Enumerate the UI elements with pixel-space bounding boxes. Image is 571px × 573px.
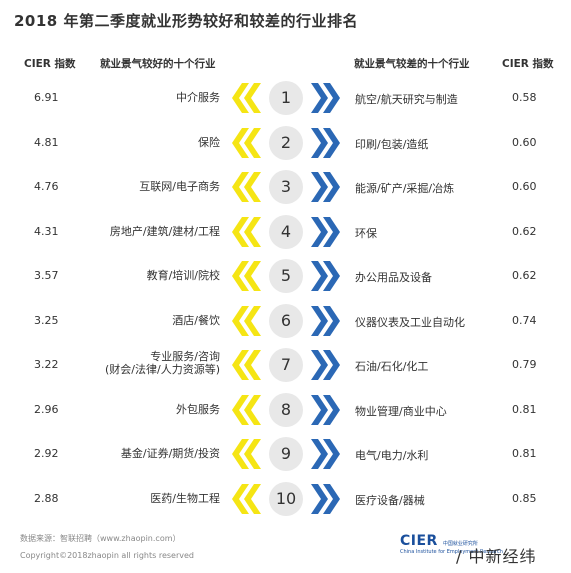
ranking-row: 4.76 互联网/电子商务 3 能源/矿产/采掘/冶炼 0.60: [0, 166, 571, 210]
bad-cier-index: 0.60: [512, 135, 537, 149]
bad-cier-index: 0.58: [512, 91, 537, 104]
yellow-chevron-left-icon: [232, 350, 261, 380]
bad-cier-index: 0.62: [512, 224, 537, 238]
yellow-chevron-left-icon: [232, 394, 261, 425]
bad-cier-index: 0.74: [512, 313, 537, 327]
bad-industry-name: 仪器仪表及工业自动化: [355, 315, 465, 329]
good-cier-index: 2.96: [34, 402, 59, 416]
rank-badge: 9: [269, 437, 303, 471]
rank-badge: 6: [269, 303, 303, 338]
blue-chevron-right-icon: [311, 172, 340, 202]
ranking-row: 6.91 中介服务 1 航空/航天研究与制造 0.58: [0, 77, 571, 121]
yellow-chevron-left-icon: [232, 216, 261, 247]
blue-chevron-right-icon: [311, 305, 340, 336]
rank-badge: 7: [269, 348, 303, 382]
yellow-chevron-left-icon: [232, 439, 261, 469]
yellow-chevron-left-icon: [232, 261, 261, 291]
blue-chevron-right-icon: [311, 439, 340, 469]
good-industry-name: 医药/生物工程: [150, 491, 220, 505]
bad-cier-index: 0.81: [512, 402, 537, 416]
blue-chevron-right-icon: [311, 394, 340, 425]
rank-badge: 10: [269, 481, 303, 516]
copyright: Copyright©2018zhaopin all rights reserve…: [20, 551, 194, 560]
good-industry-name: 酒店/餐饮: [172, 313, 220, 327]
bad-cier-index: 0.85: [512, 491, 537, 505]
bad-industry-name: 环保: [355, 226, 377, 240]
cier-logo-tagline: China Institute for Employment Research: [400, 549, 503, 555]
rank-badge: 5: [269, 259, 303, 293]
ranking-row: 3.25 酒店/餐饮 6 仪器仪表及工业自动化 0.74: [0, 300, 571, 344]
bad-industry-name: 医疗设备/器械: [355, 493, 425, 507]
ranking-row: 4.81 保险 2 印刷/包装/造纸 0.60: [0, 122, 571, 166]
header-cier-index-right: CIER 指数: [502, 58, 554, 70]
ranking-row: 2.96 外包服务 8 物业管理/商业中心 0.81: [0, 389, 571, 433]
good-cier-index: 2.92: [34, 447, 59, 460]
yellow-chevron-left-icon: [232, 172, 261, 202]
ranking-row: 2.92 基金/证券/期货/投资 9 电气/电力/水利 0.81: [0, 433, 571, 477]
good-cier-index: 2.88: [34, 491, 59, 505]
bad-industry-name: 办公用品及设备: [355, 271, 432, 284]
good-cier-index: 3.25: [34, 313, 59, 327]
ranking-row: 3.57 教育/培训/院校 5 办公用品及设备 0.62: [0, 255, 571, 299]
blue-chevron-right-icon: [311, 216, 340, 247]
bad-industry-name: 航空/航天研究与制造: [355, 93, 458, 106]
header-cier-index-left: CIER 指数: [24, 58, 76, 70]
good-industry-name: 房地产/建筑/建材/工程: [109, 224, 220, 238]
good-cier-index: 6.91: [34, 91, 59, 104]
good-cier-index: 4.31: [34, 224, 59, 238]
good-industry-name-line1: 专业服务/咨询: [150, 350, 220, 363]
bad-industry-name: 电气/电力/水利: [355, 449, 429, 462]
watermark: / 中新经纬: [456, 547, 537, 566]
blue-chevron-right-icon: [311, 83, 340, 113]
bad-cier-index: 0.81: [512, 447, 537, 460]
yellow-chevron-left-icon: [232, 127, 261, 158]
good-cier-index: 4.81: [34, 135, 59, 149]
cier-logo: CIER 中国就业研究所 China Institute for Employm…: [400, 530, 503, 555]
blue-chevron-right-icon: [311, 127, 340, 158]
rank-badge: 8: [269, 392, 303, 427]
cier-logo-text: CIER: [400, 533, 438, 549]
good-industry-name: 专业服务/咨询 (财会/法律/人力资源等): [60, 350, 220, 376]
header-good-industries: 就业景气较好的十个行业: [100, 58, 216, 70]
good-industry-name: 中介服务: [176, 91, 220, 104]
ranking-row: 3.22 专业服务/咨询 (财会/法律/人力资源等) 7 石油/石化/化工 0.79: [0, 344, 571, 388]
bad-cier-index: 0.62: [512, 269, 537, 282]
good-industry-name-line2: (财会/法律/人力资源等): [105, 363, 220, 376]
good-industry-name: 外包服务: [176, 402, 220, 416]
good-industry-name: 基金/证券/期货/投资: [120, 447, 220, 460]
bad-industry-name: 印刷/包装/造纸: [355, 137, 429, 151]
rank-badge: 3: [269, 170, 303, 204]
yellow-chevron-left-icon: [232, 305, 261, 336]
good-cier-index: 4.76: [34, 180, 59, 193]
yellow-chevron-left-icon: [232, 483, 261, 514]
blue-chevron-right-icon: [311, 261, 340, 291]
good-industry-name: 教育/培训/院校: [146, 269, 220, 282]
rank-badge: 4: [269, 214, 303, 249]
good-industry-name: 互联网/电子商务: [139, 180, 220, 193]
bad-industry-name: 物业管理/商业中心: [355, 404, 447, 418]
header-bad-industries: 就业景气较差的十个行业: [354, 58, 470, 70]
blue-chevron-right-icon: [311, 350, 340, 380]
page-title: 2018 年第二季度就业形势较好和较差的行业排名: [14, 12, 358, 30]
data-source: 数据来源：智联招聘（www.zhaopin.com）: [20, 534, 181, 543]
ranking-row: 4.31 房地产/建筑/建材/工程 4 环保 0.62: [0, 211, 571, 255]
bad-industry-name: 石油/石化/化工: [355, 360, 429, 373]
good-cier-index: 3.57: [34, 269, 59, 282]
good-cier-index: 3.22: [34, 358, 59, 371]
blue-chevron-right-icon: [311, 483, 340, 514]
ranking-row: 2.88 医药/生物工程 10 医疗设备/器械 0.85: [0, 478, 571, 522]
rank-badge: 1: [269, 81, 303, 115]
rank-badge: 2: [269, 125, 303, 160]
good-industry-name: 保险: [198, 135, 220, 149]
bad-cier-index: 0.79: [512, 358, 537, 371]
bad-industry-name: 能源/矿产/采掘/冶炼: [355, 182, 455, 195]
bad-cier-index: 0.60: [512, 180, 537, 193]
yellow-chevron-left-icon: [232, 83, 261, 113]
cier-logo-subtext: 中国就业研究所: [442, 541, 478, 547]
